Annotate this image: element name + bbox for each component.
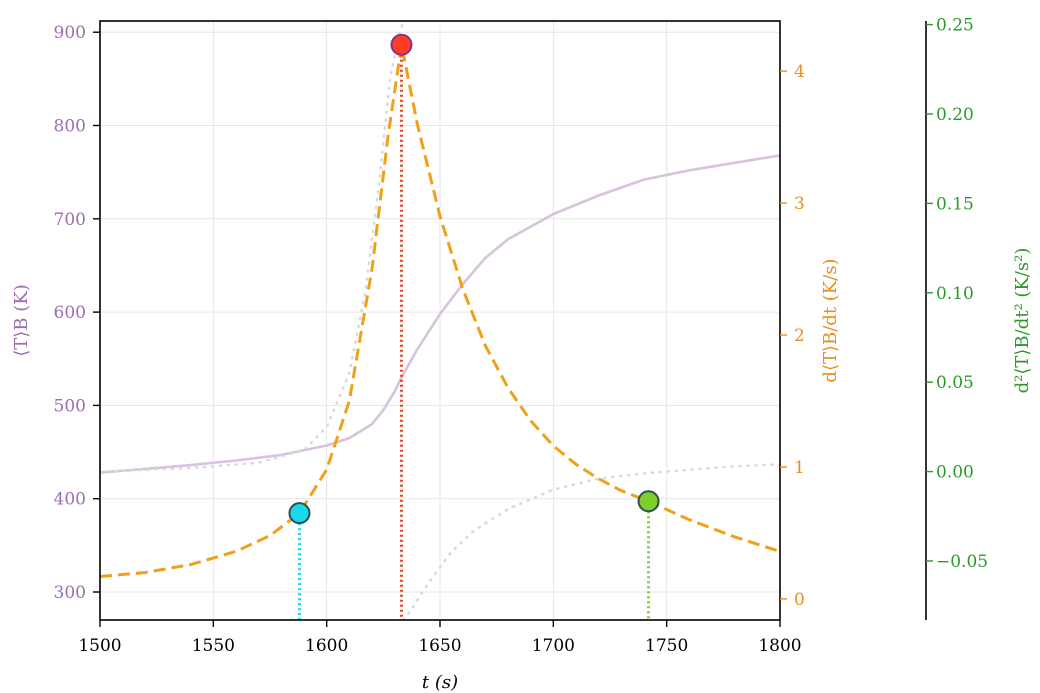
x-tick-label: 1600 — [305, 636, 348, 656]
left-tick-label: 900 — [54, 23, 86, 43]
x-tick-label: 1550 — [192, 636, 235, 656]
marker-point-1 — [390, 33, 413, 56]
right2-tick-label: 0.25 — [936, 16, 974, 36]
x-tick-label: 1650 — [418, 636, 461, 656]
right1-tick-label: 1 — [794, 458, 805, 478]
right2-tick-label: −0.05 — [936, 552, 988, 572]
marker-point-2 — [637, 490, 660, 513]
right1-axis-label: d⟨T⟩B/dt (K/s) — [820, 258, 841, 382]
right2-tick-label: 0.20 — [936, 105, 974, 125]
right2-axis-label: d²⟨T⟩B/dt² (K/s²) — [1012, 248, 1033, 394]
left-tick-label: 700 — [54, 210, 86, 230]
x-tick-label: 1700 — [532, 636, 575, 656]
left-tick-label: 300 — [54, 583, 86, 603]
series-line-0 — [100, 154, 780, 474]
right1-tick-label: 2 — [794, 326, 805, 346]
right2-tick-label: 0.10 — [936, 284, 974, 304]
series-line-3 — [402, 463, 780, 620]
marker-layer — [288, 33, 660, 620]
right2-tick-label: 0.15 — [936, 194, 974, 214]
x-tick-label: 1500 — [78, 636, 121, 656]
left-axis-label: ⟨T⟩B (K) — [11, 284, 32, 357]
left-tick-label: 500 — [54, 396, 86, 416]
marker-point-0 — [288, 502, 311, 525]
left-tick-label: 800 — [54, 116, 86, 136]
right1-tick-label: 3 — [794, 194, 805, 214]
x-tick-label: 1800 — [758, 636, 801, 656]
series-line-2 — [100, 21, 405, 473]
series-layer — [100, 21, 780, 620]
series-line-1 — [100, 43, 780, 578]
left-tick-label: 600 — [54, 303, 86, 323]
left-tick-label: 400 — [54, 490, 86, 510]
right2-tick-label: 0.05 — [936, 373, 974, 393]
x-tick-label: 1750 — [645, 636, 688, 656]
right2-tick-label: 0.00 — [936, 463, 974, 483]
right1-tick-label: 0 — [794, 590, 805, 610]
grid — [99, 21, 781, 620]
right1-tick-label: 4 — [794, 62, 805, 82]
x-axis-label: t (s) — [422, 672, 458, 693]
